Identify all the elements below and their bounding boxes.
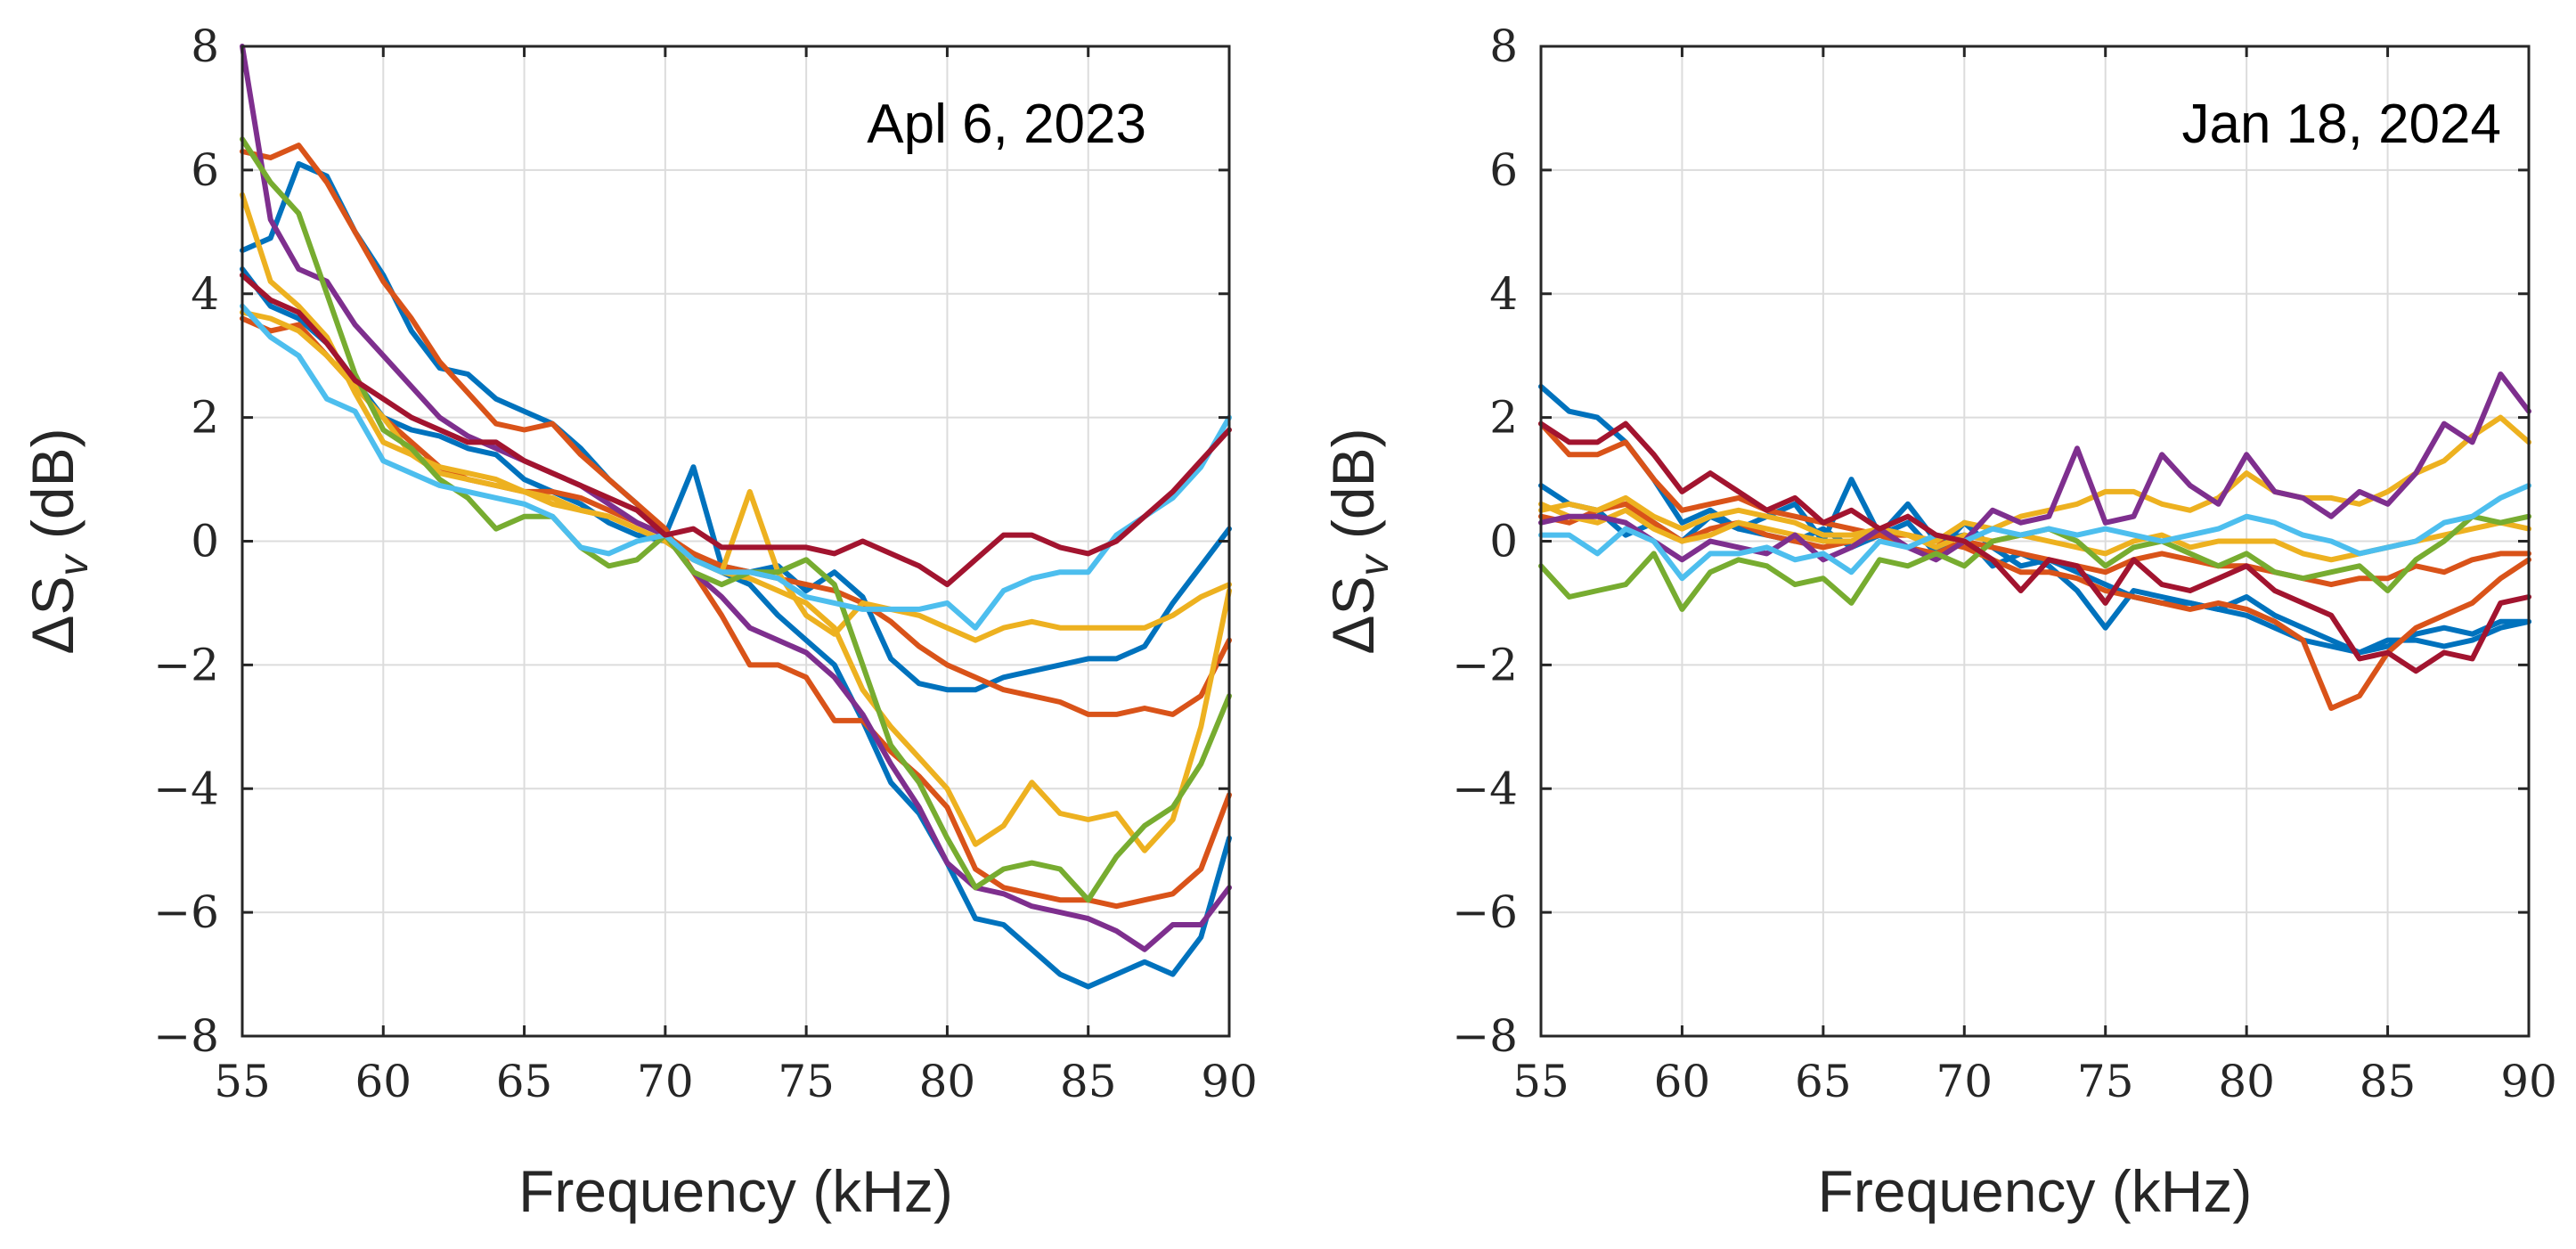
series-group: [1538, 371, 2531, 711]
date-annotation: Jan 18, 2024: [2181, 94, 2501, 155]
y-tick-label: −8: [153, 1010, 219, 1062]
x-tick-label: 80: [919, 1056, 976, 1107]
x-axis-label: Frequency (kHz): [1818, 1158, 2253, 1224]
x-tick-label: 90: [2500, 1056, 2557, 1107]
series-line-s5: [1538, 414, 2531, 544]
x-tick-label: 75: [2077, 1056, 2134, 1107]
x-tick-label: 70: [637, 1056, 694, 1107]
series-line-s9: [1538, 483, 2531, 582]
chart-panel-left: 55 60 65 70 75 80 85 90 −8 −6 −4 −2 0 2 4 6 8 Frequency (…: [20, 20, 1258, 1224]
series-group: [240, 44, 1232, 990]
y-tick-label: 0: [1489, 516, 1518, 567]
series-line-s7: [1538, 371, 2531, 563]
x-axis-label: Frequency (kHz): [518, 1158, 953, 1224]
series-line-s10: [1538, 420, 2531, 674]
x-tick-label: 90: [1201, 1056, 1258, 1107]
y-tick-label: −4: [153, 763, 219, 814]
series-line-s7: [240, 44, 1232, 952]
y-tick-label: −2: [153, 639, 219, 690]
x-tick-label: 65: [1795, 1056, 1852, 1107]
series-line-s8: [240, 136, 1232, 903]
y-tick-label: 2: [1489, 392, 1518, 444]
y-axis-label-unit: (dB): [20, 428, 86, 555]
y-axis-label-main: ΔS: [1320, 576, 1386, 654]
y-tick-label: 6: [191, 144, 219, 196]
x-tick-label: 65: [496, 1056, 553, 1107]
y-tick-label: −4: [1452, 763, 1518, 814]
y-axis-label: ΔSv (dB): [20, 428, 96, 654]
y-axis-label: ΔSv (dB): [1320, 428, 1397, 654]
x-tick-label: 85: [2360, 1056, 2417, 1107]
chart-panel-right: 55 60 65 70 75 80 85 90 −8 −6 −4 −2 0 2 4 6 8 Frequency (…: [1320, 20, 2557, 1224]
x-tick-label: 55: [1512, 1056, 1569, 1107]
y-tick-label: −6: [1452, 886, 1518, 938]
x-tick-label: 60: [355, 1056, 412, 1107]
y-axis-label-unit: (dB): [1320, 428, 1386, 555]
ticks: 55 60 65 70 75 80 85 90 −8 −6 −4 −2 0 2 4 6 8: [153, 20, 1258, 1107]
y-tick-label: 4: [191, 268, 219, 320]
y-tick-label: 4: [1489, 268, 1518, 320]
grid: [1541, 46, 2529, 1036]
series-line-s3: [240, 143, 1232, 910]
x-tick-label: 85: [1060, 1056, 1117, 1107]
series-line-s10: [240, 272, 1232, 588]
series-line-s4: [240, 315, 1232, 717]
y-tick-label: −8: [1452, 1010, 1518, 1062]
y-tick-label: 0: [191, 516, 219, 567]
y-tick-label: −2: [1452, 639, 1518, 690]
date-annotation: Apl 6, 2023: [867, 94, 1146, 155]
x-tick-label: 70: [1936, 1056, 1993, 1107]
y-tick-label: 2: [191, 392, 219, 444]
y-tick-label: 6: [1489, 144, 1518, 196]
series-line-s4: [1538, 501, 2531, 588]
x-tick-label: 60: [1654, 1056, 1711, 1107]
y-axis-label-main: ΔS: [20, 576, 86, 654]
y-tick-label: 8: [1489, 20, 1518, 72]
y-axis-label-subscript: v: [50, 552, 96, 576]
y-tick-label: 8: [191, 20, 219, 72]
x-tick-label: 55: [214, 1056, 271, 1107]
y-tick-label: −6: [153, 886, 219, 938]
series-line-s9: [240, 303, 1232, 631]
x-tick-label: 80: [2218, 1056, 2275, 1107]
y-axis-label-subscript: v: [1350, 552, 1397, 576]
ticks: 55 60 65 70 75 80 85 90 −8 −6 −4 −2 0 2 4 6 8: [1452, 20, 2557, 1107]
x-tick-label: 75: [778, 1056, 835, 1107]
